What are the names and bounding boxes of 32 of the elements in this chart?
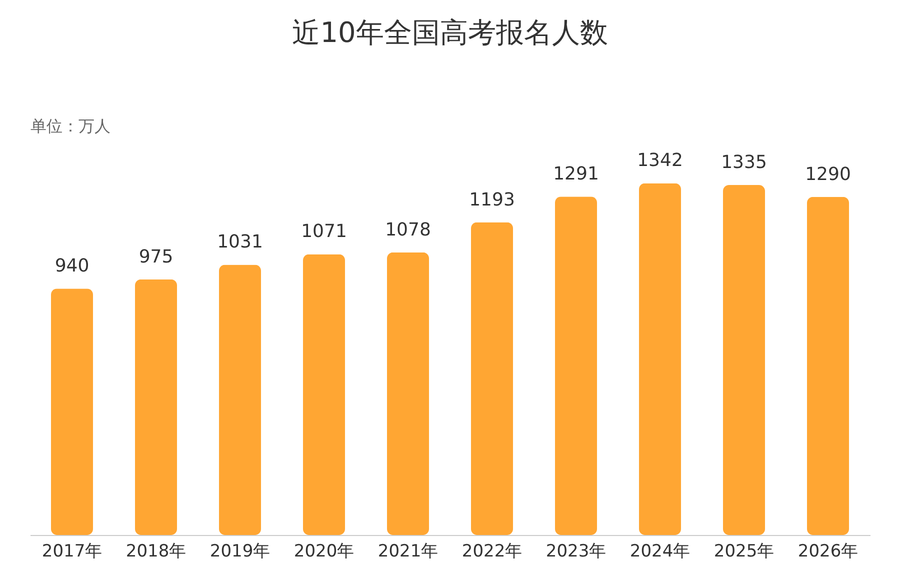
x-tick-label: 2018年 — [126, 542, 186, 562]
bar — [387, 252, 429, 535]
x-tick-label: 2021年 — [378, 542, 438, 562]
data-label: 1335 — [721, 152, 767, 174]
data-label: 1342 — [637, 150, 683, 172]
data-label: 1290 — [805, 164, 851, 185]
bar — [303, 254, 345, 535]
data-label: 975 — [138, 246, 174, 268]
data-label: 1071 — [301, 221, 347, 242]
x-tick-label: 2026年 — [798, 542, 858, 562]
bar — [51, 288, 93, 535]
data-label: 1291 — [553, 164, 599, 185]
x-tick-label: 2025年 — [714, 542, 774, 562]
x-tick-label: 2019年 — [210, 542, 270, 562]
x-tick-label: 2022年 — [462, 542, 522, 562]
x-tick-label: 2017年 — [42, 542, 102, 562]
y-axis-title: 单位：万人 — [30, 116, 110, 136]
x-tick-label: 2023年 — [546, 542, 606, 562]
data-label: 1193 — [469, 189, 515, 210]
bar — [807, 196, 849, 535]
data-label: 940 — [54, 256, 90, 277]
data-label: 1078 — [385, 219, 431, 240]
bar — [639, 183, 681, 535]
bar — [555, 196, 597, 535]
x-tick-label: 2020年 — [294, 542, 354, 562]
chart-title: 近10年全国高考报名人数 — [292, 16, 608, 49]
bar — [723, 185, 765, 535]
data-label: 1031 — [217, 232, 263, 253]
x-tick-label: 2024年 — [630, 542, 690, 562]
bar — [471, 222, 513, 535]
bar — [219, 264, 261, 535]
bar — [135, 279, 177, 535]
